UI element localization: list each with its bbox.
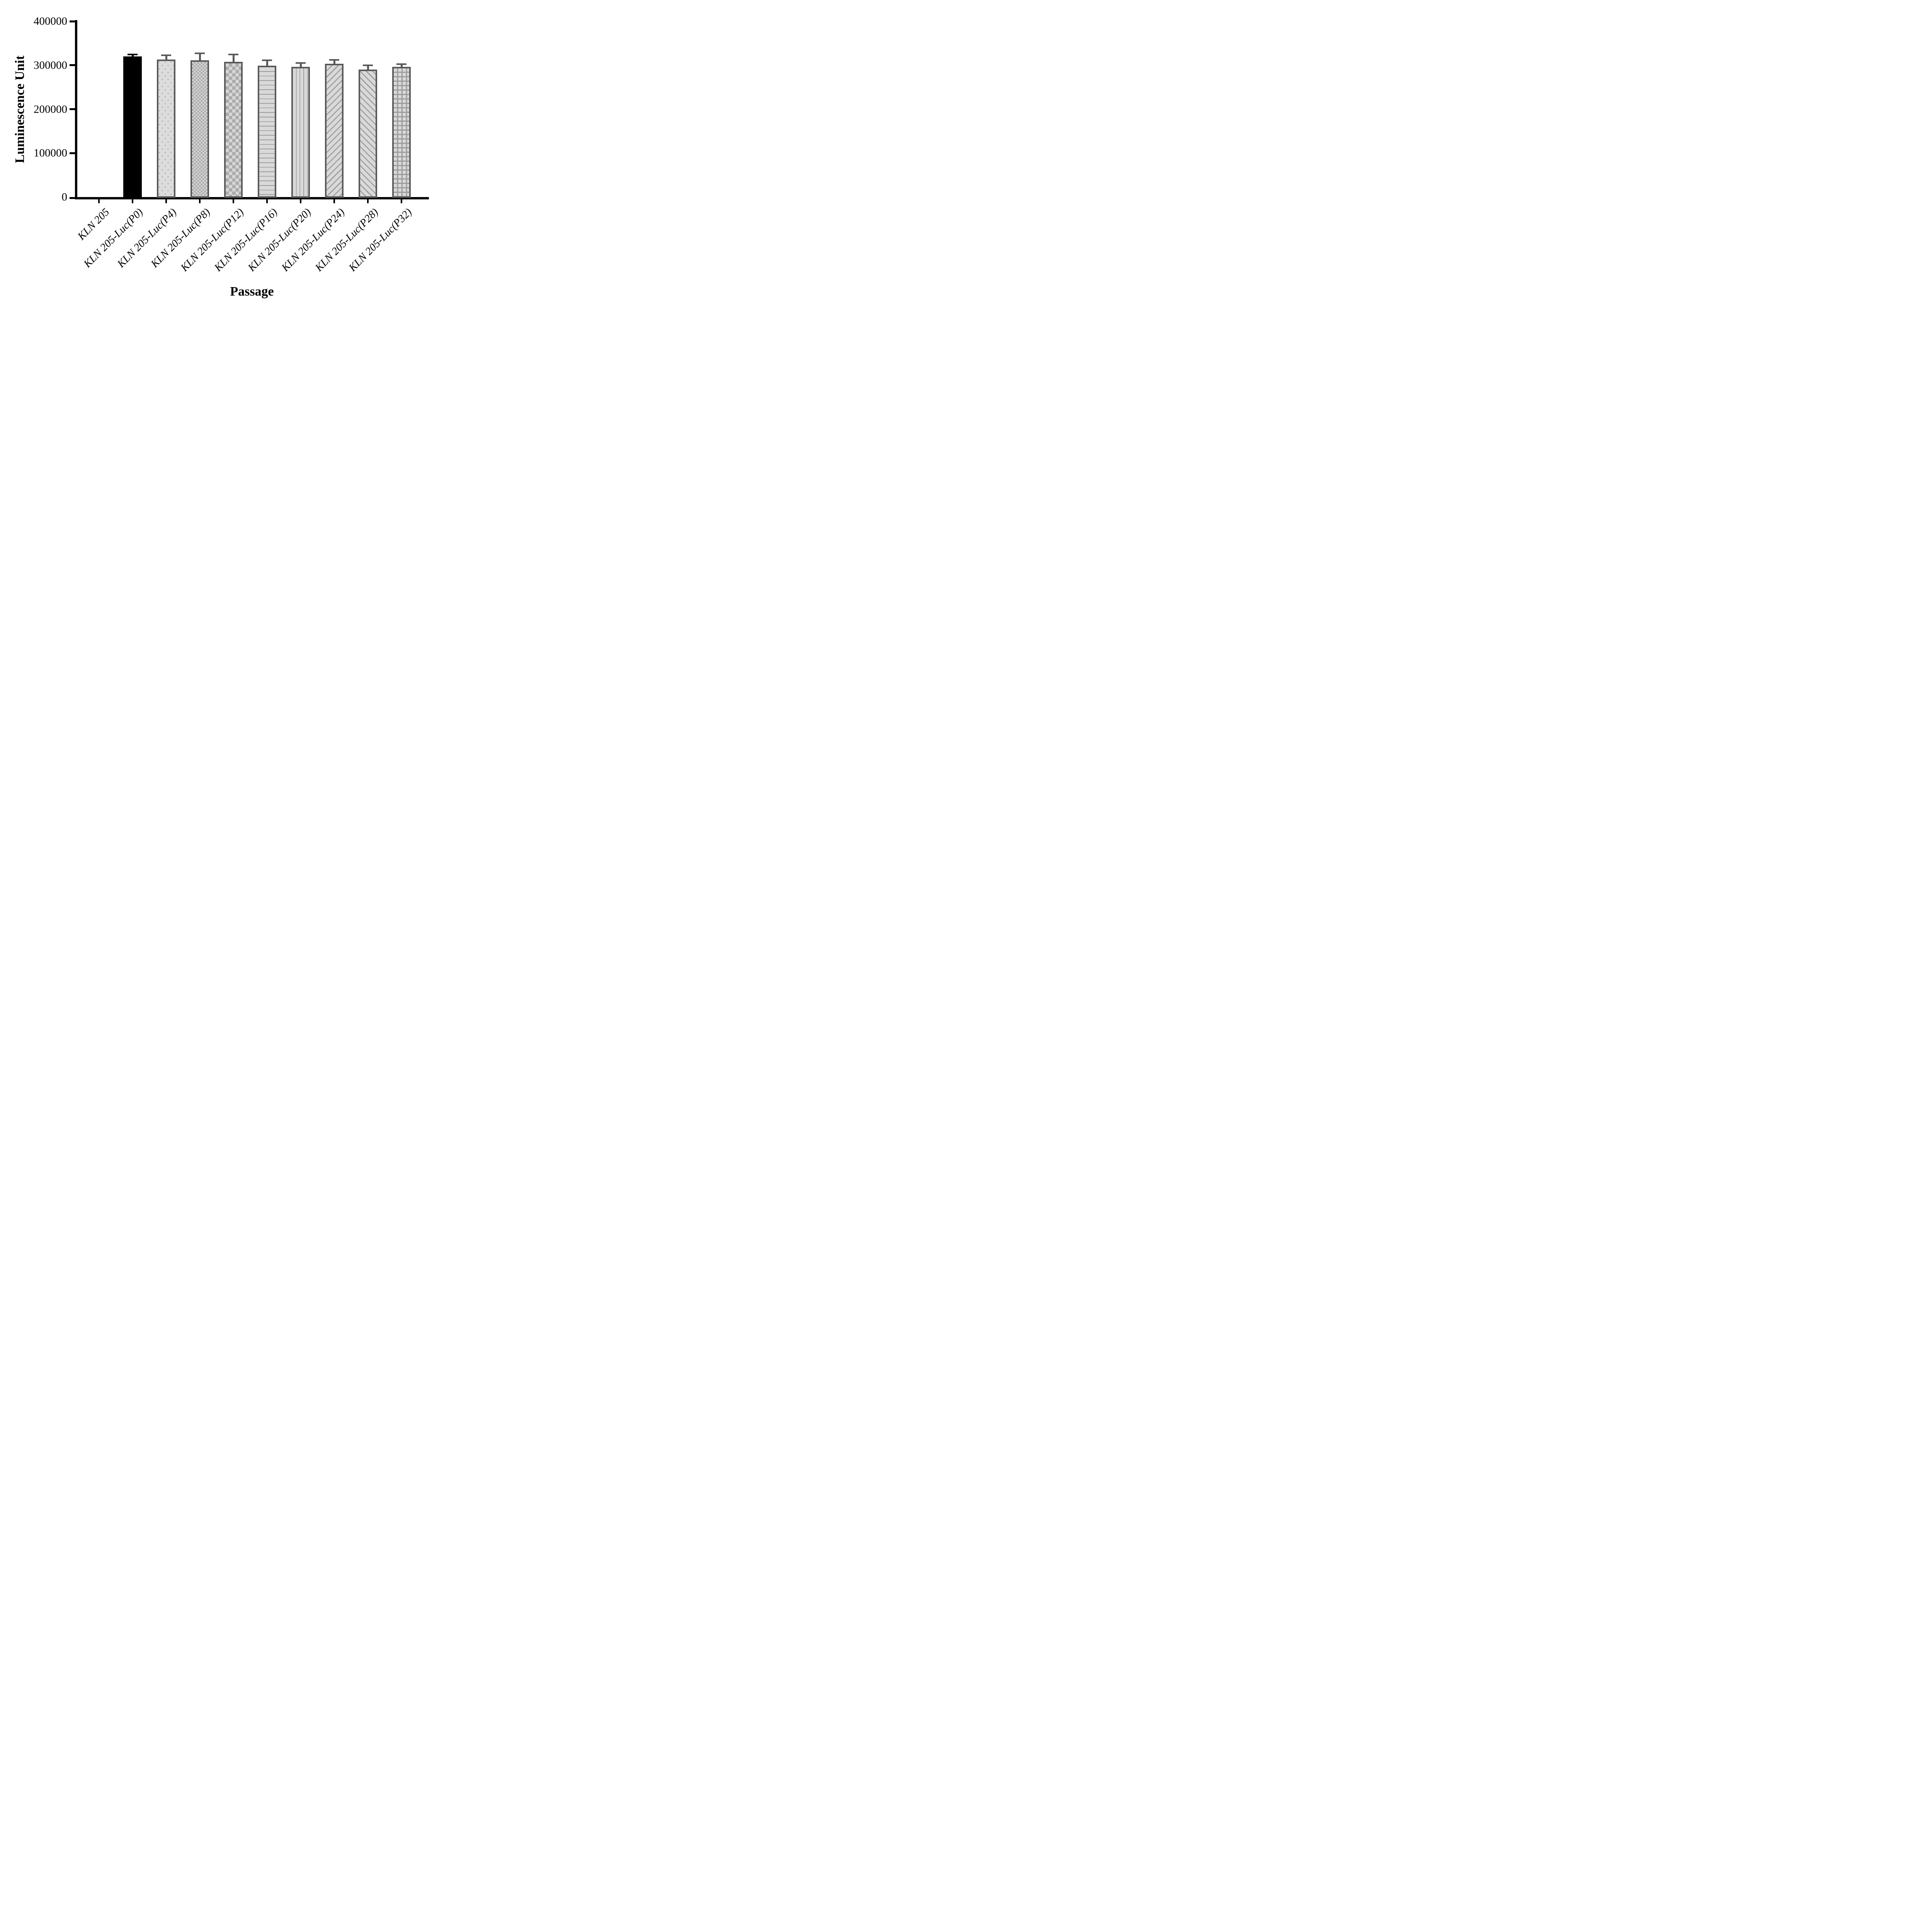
bar bbox=[325, 64, 344, 198]
x-axis-tick bbox=[401, 199, 402, 203]
x-axis-tick bbox=[132, 199, 133, 203]
error-bar-stem bbox=[367, 65, 369, 71]
x-axis-tick bbox=[233, 199, 234, 203]
bar bbox=[291, 67, 310, 198]
x-axis-title: Passage bbox=[230, 284, 274, 299]
bar bbox=[190, 60, 209, 198]
plot-area: 0 100000 200000 300000 400000 KLN 205 KLN 205-… bbox=[0, 0, 447, 313]
y-tick-label: 300000 bbox=[34, 59, 67, 71]
bar bbox=[157, 59, 175, 198]
error-bar-stem bbox=[266, 61, 268, 66]
x-axis-tick bbox=[199, 199, 201, 203]
bar bbox=[224, 61, 243, 198]
error-bar-stem bbox=[333, 60, 335, 65]
x-axis-line bbox=[75, 197, 429, 199]
bar bbox=[392, 67, 411, 198]
error-bar-cap bbox=[329, 59, 339, 61]
x-axis-tick bbox=[98, 199, 100, 203]
error-bar-cap bbox=[296, 62, 306, 64]
bar bbox=[359, 70, 377, 198]
y-tick-label: 200000 bbox=[34, 103, 67, 116]
y-axis-tick bbox=[70, 20, 75, 22]
error-bar-stem bbox=[400, 65, 403, 68]
error-bar-cap bbox=[195, 53, 205, 54]
y-axis-tick bbox=[70, 152, 75, 154]
y-axis-tick bbox=[70, 197, 75, 199]
x-axis-tick bbox=[300, 199, 301, 203]
error-bar-cap bbox=[228, 54, 238, 56]
x-axis-tick bbox=[333, 199, 335, 203]
x-axis-tick bbox=[367, 199, 369, 203]
y-axis-tick bbox=[70, 64, 75, 66]
bar-chart-figure: Luminescence Unit 0 100000 200000 300000 400… bbox=[0, 0, 447, 313]
x-axis-tick bbox=[266, 199, 268, 203]
y-axis-tick bbox=[70, 108, 75, 110]
bar bbox=[258, 65, 276, 198]
y-tick-label: 100000 bbox=[34, 147, 67, 160]
error-bar-cap bbox=[128, 54, 138, 56]
y-tick-label: 400000 bbox=[34, 15, 67, 27]
error-bar-stem bbox=[232, 55, 235, 63]
error-bar-stem bbox=[199, 54, 201, 61]
bar bbox=[123, 56, 142, 198]
x-axis-tick bbox=[165, 199, 167, 203]
error-bar-cap bbox=[396, 63, 406, 65]
error-bar-cap bbox=[161, 54, 171, 56]
error-bar-cap bbox=[363, 64, 373, 66]
error-bar-stem bbox=[299, 63, 302, 68]
y-tick-label: 0 bbox=[61, 191, 68, 203]
y-axis-line bbox=[75, 20, 77, 199]
error-bar-stem bbox=[131, 55, 134, 57]
error-bar-stem bbox=[165, 55, 167, 60]
error-bar-cap bbox=[262, 60, 272, 61]
